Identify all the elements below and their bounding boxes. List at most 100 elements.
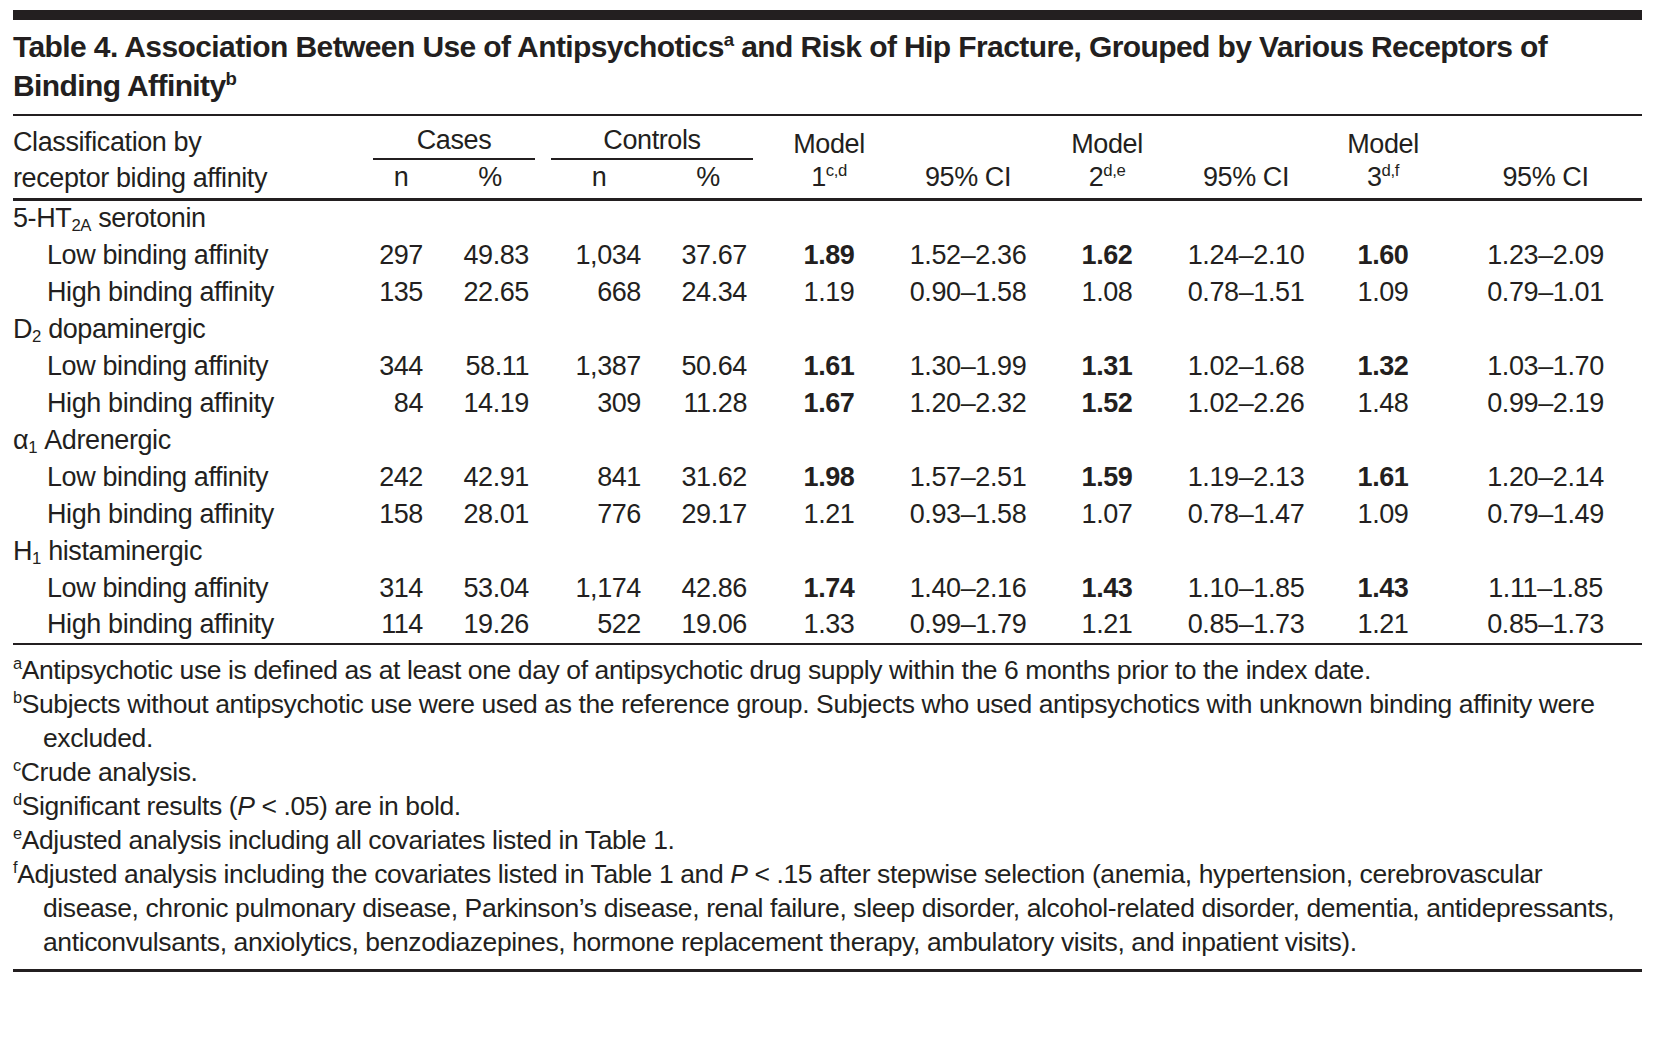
table-row: Low binding affinity 344 58.11 1,387 50.…	[13, 348, 1642, 385]
cell-cases-n: 84	[365, 385, 437, 422]
cell-model2-or: 1.08	[1039, 274, 1175, 311]
model1-word: Model	[761, 116, 897, 162]
cell-model3-ci: 0.85–1.73	[1449, 607, 1642, 644]
cell-controls-pct: 50.64	[655, 348, 761, 385]
spacer	[897, 116, 1039, 162]
cell-model3-or: 1.32	[1317, 348, 1449, 385]
group-row: H1 histaminergic	[13, 533, 1642, 570]
row-label: High binding affinity	[13, 496, 365, 533]
group-label: H1 histaminergic	[13, 533, 1642, 570]
cell-cases-n: 297	[365, 237, 437, 274]
cell-model3-ci: 1.03–1.70	[1449, 348, 1642, 385]
cell-cases-n: 114	[365, 607, 437, 644]
cell-cases-n: 158	[365, 496, 437, 533]
stub-header: Classification by receptor biding affini…	[13, 116, 365, 200]
controls-n-header: n	[543, 162, 655, 200]
cell-model2-ci: 1.19–2.13	[1175, 459, 1317, 496]
cell-model1-or: 1.67	[761, 385, 897, 422]
cell-model1-or: 1.89	[761, 237, 897, 274]
model2-word: Model	[1039, 116, 1175, 162]
stub-line-1: Classification by	[13, 124, 365, 160]
table-title: Table 4. Association Between Use of Anti…	[13, 20, 1642, 116]
group-label: D2 dopaminergic	[13, 311, 1642, 348]
row-label: High binding affinity	[13, 607, 365, 644]
cell-controls-n: 1,387	[543, 348, 655, 385]
controls-spanner: Controls	[543, 116, 761, 162]
group-label: 5-HT2A serotonin	[13, 200, 1642, 237]
model1-header: 1c,d	[761, 162, 897, 200]
cell-cases-pct: 14.19	[437, 385, 543, 422]
cell-cases-n: 242	[365, 459, 437, 496]
cell-model3-ci: 0.99–2.19	[1449, 385, 1642, 422]
row-label: Low binding affinity	[13, 237, 365, 274]
cell-model2-ci: 1.02–2.26	[1175, 385, 1317, 422]
cell-controls-pct: 42.86	[655, 570, 761, 607]
cell-model2-or: 1.52	[1039, 385, 1175, 422]
header-row-spanners: Classification by receptor biding affini…	[13, 116, 1642, 162]
footnote-e: eAdjusted analysis including all covaria…	[13, 823, 1642, 857]
cell-controls-pct: 24.34	[655, 274, 761, 311]
cell-model1-ci: 0.93–1.58	[897, 496, 1039, 533]
cell-model3-or: 1.60	[1317, 237, 1449, 274]
cell-model1-or: 1.74	[761, 570, 897, 607]
cell-controls-pct: 19.06	[655, 607, 761, 644]
cell-model1-ci: 0.90–1.58	[897, 274, 1039, 311]
cell-model2-or: 1.21	[1039, 607, 1175, 644]
cell-controls-n: 1,174	[543, 570, 655, 607]
table-row: Low binding affinity 242 42.91 841 31.62…	[13, 459, 1642, 496]
cell-model1-ci: 1.40–2.16	[897, 570, 1039, 607]
spacer	[1175, 116, 1317, 162]
cell-cases-pct: 19.26	[437, 607, 543, 644]
cell-cases-pct: 58.11	[437, 348, 543, 385]
cell-model1-ci: 1.20–2.32	[897, 385, 1039, 422]
cell-model1-or: 1.19	[761, 274, 897, 311]
table-row: High binding affinity 84 14.19 309 11.28…	[13, 385, 1642, 422]
cell-model2-ci: 1.24–2.10	[1175, 237, 1317, 274]
cell-model2-or: 1.62	[1039, 237, 1175, 274]
footnote-b: bSubjects without antipsychotic use were…	[13, 687, 1642, 755]
model1-ci-header: 95% CI	[897, 162, 1039, 200]
cases-n-header: n	[365, 162, 437, 200]
row-label: Low binding affinity	[13, 570, 365, 607]
footnote-d: dSignificant results (P < .05) are in bo…	[13, 789, 1642, 823]
footnote-f: fAdjusted analysis including the covaria…	[13, 857, 1642, 959]
cell-model2-or: 1.31	[1039, 348, 1175, 385]
cell-model3-ci: 1.11–1.85	[1449, 570, 1642, 607]
group-row: α1 Adrenergic	[13, 422, 1642, 459]
model2-ci-header: 95% CI	[1175, 162, 1317, 200]
footnote-a: aAntipsychotic use is defined as at leas…	[13, 653, 1642, 687]
cell-model2-ci: 1.10–1.85	[1175, 570, 1317, 607]
cell-controls-pct: 11.28	[655, 385, 761, 422]
cell-cases-pct: 53.04	[437, 570, 543, 607]
cell-model1-ci: 1.52–2.36	[897, 237, 1039, 274]
cell-cases-n: 344	[365, 348, 437, 385]
table-row: Low binding affinity 314 53.04 1,174 42.…	[13, 570, 1642, 607]
cell-model2-or: 1.43	[1039, 570, 1175, 607]
cases-pct-header: %	[437, 162, 543, 200]
results-table: Classification by receptor biding affini…	[13, 116, 1642, 645]
table-bottom-rule	[13, 969, 1642, 972]
cell-model2-ci: 1.02–1.68	[1175, 348, 1317, 385]
page: Table 4. Association Between Use of Anti…	[0, 0, 1655, 1037]
table-row: High binding affinity 114 19.26 522 19.0…	[13, 607, 1642, 644]
cell-controls-n: 776	[543, 496, 655, 533]
cell-cases-pct: 28.01	[437, 496, 543, 533]
table-row: Low binding affinity 297 49.83 1,034 37.…	[13, 237, 1642, 274]
cell-model2-ci: 0.85–1.73	[1175, 607, 1317, 644]
cell-model3-ci: 0.79–1.01	[1449, 274, 1642, 311]
cell-model1-or: 1.33	[761, 607, 897, 644]
cell-model1-or: 1.61	[761, 348, 897, 385]
footnotes: aAntipsychotic use is defined as at leas…	[13, 645, 1642, 959]
cell-controls-n: 668	[543, 274, 655, 311]
group-row: 5-HT2A serotonin	[13, 200, 1642, 237]
row-label: High binding affinity	[13, 274, 365, 311]
row-label: High binding affinity	[13, 385, 365, 422]
cell-model2-ci: 0.78–1.47	[1175, 496, 1317, 533]
cell-model3-ci: 1.23–2.09	[1449, 237, 1642, 274]
cell-controls-pct: 29.17	[655, 496, 761, 533]
cell-model1-ci: 1.57–2.51	[897, 459, 1039, 496]
cell-controls-n: 522	[543, 607, 655, 644]
spacer	[1449, 116, 1642, 162]
cell-model2-or: 1.07	[1039, 496, 1175, 533]
cell-model1-ci: 1.30–1.99	[897, 348, 1039, 385]
